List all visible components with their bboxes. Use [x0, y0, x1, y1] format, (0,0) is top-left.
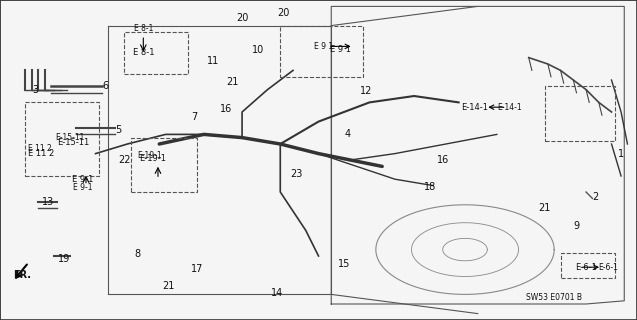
Text: 19: 19 — [57, 254, 70, 264]
Text: 1: 1 — [618, 148, 624, 159]
Text: E 8-1: E 8-1 — [132, 48, 154, 57]
Text: SW53 E0701 B: SW53 E0701 B — [526, 293, 582, 302]
Text: 11: 11 — [207, 56, 220, 66]
Text: E-15-11: E-15-11 — [57, 138, 89, 147]
Text: E-14-1: E-14-1 — [461, 103, 488, 112]
Text: E 11 2: E 11 2 — [28, 149, 55, 158]
Text: 17: 17 — [191, 264, 204, 274]
Bar — [280, 26, 363, 77]
Text: 18: 18 — [424, 182, 436, 192]
Text: E-6-1: E-6-1 — [598, 263, 619, 272]
Text: 20: 20 — [277, 8, 290, 18]
Text: 2: 2 — [592, 192, 599, 202]
Text: 13: 13 — [41, 196, 54, 207]
Text: 16: 16 — [436, 155, 449, 165]
Bar — [124, 32, 188, 74]
Text: E 11 2: E 11 2 — [27, 144, 52, 153]
Bar — [561, 253, 615, 278]
Text: 21: 21 — [226, 76, 239, 87]
Text: E-19-1: E-19-1 — [140, 154, 166, 163]
Text: 10: 10 — [252, 44, 264, 55]
Bar — [131, 138, 197, 192]
Text: 5: 5 — [115, 124, 121, 135]
Text: 21: 21 — [538, 203, 551, 213]
Text: 14: 14 — [271, 288, 283, 298]
Text: E 8-1: E 8-1 — [134, 24, 153, 33]
Text: E-14-1: E-14-1 — [497, 103, 522, 112]
Text: 15: 15 — [338, 259, 350, 269]
Text: 22: 22 — [118, 155, 131, 165]
Text: 16: 16 — [220, 104, 233, 114]
Text: E 9-1: E 9-1 — [73, 183, 92, 192]
Text: 20: 20 — [236, 12, 248, 23]
Text: 3: 3 — [32, 84, 38, 95]
Bar — [25, 102, 99, 176]
Text: 4: 4 — [344, 129, 350, 140]
Text: E-15-11: E-15-11 — [55, 133, 85, 142]
Text: 23: 23 — [290, 169, 303, 180]
Text: 9: 9 — [573, 220, 580, 231]
Bar — [545, 86, 615, 141]
Text: 21: 21 — [162, 281, 175, 292]
Text: E-19-1: E-19-1 — [138, 151, 162, 160]
Text: E 9 1: E 9 1 — [331, 45, 351, 54]
Text: 12: 12 — [360, 86, 373, 96]
Text: E 9-1: E 9-1 — [72, 175, 94, 184]
Text: E-6-1: E-6-1 — [575, 263, 597, 272]
Text: 8: 8 — [134, 249, 140, 260]
Text: E 9 1: E 9 1 — [314, 42, 333, 51]
Text: FR.: FR. — [13, 270, 31, 280]
Text: 6: 6 — [102, 81, 108, 92]
Text: 7: 7 — [191, 112, 197, 122]
